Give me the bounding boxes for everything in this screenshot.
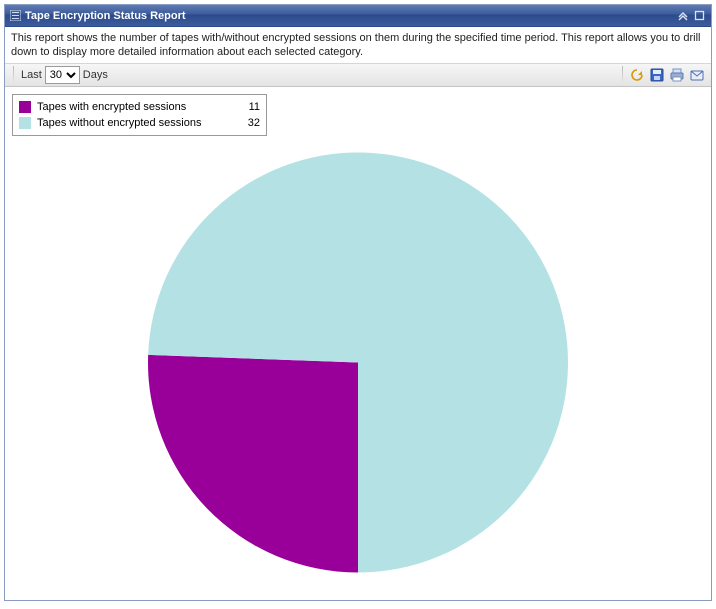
title-bar: Tape Encryption Status Report <box>5 5 711 27</box>
legend-item[interactable]: Tapes with encrypted sessions 11 <box>19 99 260 115</box>
save-button[interactable] <box>647 65 667 85</box>
legend-value: 11 <box>238 101 260 113</box>
refresh-icon <box>629 67 645 83</box>
legend-label: Tapes with encrypted sessions <box>37 101 232 113</box>
legend-swatch <box>19 117 31 129</box>
last-label: Last <box>18 69 45 81</box>
days-select[interactable]: 30 <box>45 66 80 84</box>
email-icon <box>689 67 705 83</box>
email-button[interactable] <box>687 65 707 85</box>
days-label: Days <box>80 69 111 81</box>
maximize-icon[interactable] <box>691 8 707 24</box>
save-icon <box>649 67 665 83</box>
pie-slice[interactable] <box>148 355 358 573</box>
print-icon <box>669 67 685 83</box>
report-panel: Tape Encryption Status Report This repor… <box>4 4 712 601</box>
toolbar: Last 30 Days <box>5 63 711 87</box>
legend-item[interactable]: Tapes without encrypted sessions 32 <box>19 115 260 131</box>
legend-value: 32 <box>238 117 260 129</box>
toolbar-separator <box>622 66 623 84</box>
legend-swatch <box>19 101 31 113</box>
report-description: This report shows the number of tapes wi… <box>5 27 711 63</box>
chart-area: Tapes with encrypted sessions 11 Tapes w… <box>5 87 711 600</box>
toolbar-separator <box>13 66 14 84</box>
legend-label: Tapes without encrypted sessions <box>37 117 232 129</box>
panel-title: Tape Encryption Status Report <box>25 10 675 22</box>
legend: Tapes with encrypted sessions 11 Tapes w… <box>12 94 267 136</box>
pie-chart[interactable] <box>148 153 568 576</box>
refresh-button[interactable] <box>627 65 647 85</box>
collapse-icon[interactable] <box>675 8 691 24</box>
report-icon <box>9 10 21 22</box>
print-button[interactable] <box>667 65 687 85</box>
